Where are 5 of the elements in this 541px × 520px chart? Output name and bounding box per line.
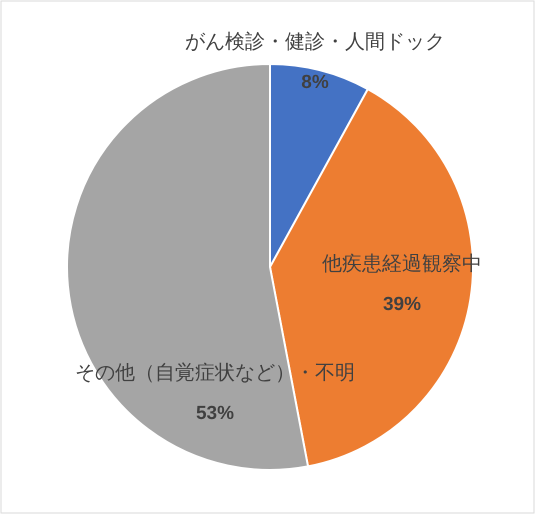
data-label: 53% (196, 403, 234, 424)
slice-label: その他（自覚症状など）・不明 (75, 360, 355, 384)
data-label: 39% (382, 294, 422, 315)
data-label: 8% (301, 72, 329, 93)
slice-label: がん検診・健診・人間ドック (185, 29, 445, 53)
